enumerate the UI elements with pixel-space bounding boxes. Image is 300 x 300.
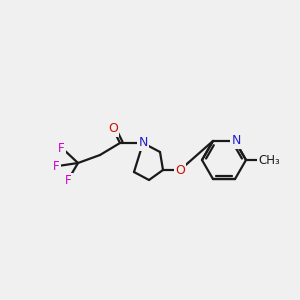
Text: F: F [65,175,71,188]
Text: CH₃: CH₃ [258,154,280,166]
Text: N: N [231,134,241,147]
Text: F: F [58,142,64,154]
Text: F: F [53,160,59,172]
Text: N: N [138,136,148,149]
Text: O: O [108,122,118,136]
Text: O: O [175,164,185,176]
